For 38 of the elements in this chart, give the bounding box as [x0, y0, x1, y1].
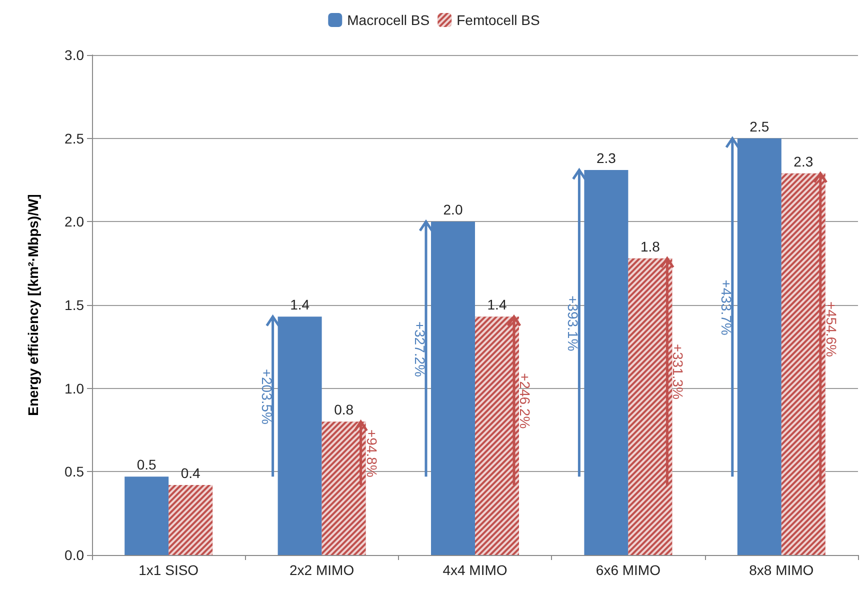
x-tick-label: 1x1 SISO — [138, 562, 199, 578]
legend-label: Femtocell BS — [456, 12, 540, 28]
data-label: 1.4 — [487, 296, 507, 313]
annotation: +327.2% — [412, 321, 428, 378]
bar — [431, 222, 475, 555]
data-label: 2.5 — [750, 118, 770, 134]
bar — [124, 476, 169, 555]
data-label: 1.8 — [640, 238, 660, 254]
data-label: 2.0 — [443, 202, 463, 218]
bar — [737, 138, 782, 555]
y-tick-label: 2.5 — [64, 130, 84, 146]
x-tick-label: 6x6 MIMO — [596, 562, 661, 578]
annotation: +203.5% — [258, 368, 275, 425]
data-label: 1.4 — [290, 296, 310, 313]
y-tick-label: 3.0 — [64, 47, 84, 63]
bar — [584, 170, 628, 555]
y-tick-label: 0.0 — [64, 547, 84, 563]
data-label: 0.8 — [334, 402, 354, 418]
legend-label: Macrocell BS — [347, 12, 430, 28]
data-label: 2.3 — [596, 150, 616, 166]
annotation: +433.7% — [718, 280, 734, 336]
y-tick-label: 0.5 — [64, 464, 84, 480]
annotation: +246.2% — [517, 372, 533, 429]
bar — [278, 316, 322, 555]
data-label: 0.4 — [180, 465, 201, 481]
data-label: 2.3 — [794, 153, 814, 170]
annotation: +393.1% — [565, 295, 582, 352]
annotation: +331.3% — [670, 344, 686, 400]
y-tick-label: 2.0 — [64, 214, 84, 230]
annotation: +94.8% — [364, 429, 380, 478]
x-tick-label: 4x4 MIMO — [442, 562, 508, 578]
x-tick-label: 8x8 MIMO — [749, 562, 814, 578]
y-tick-label: 1.0 — [64, 380, 84, 396]
y-axis-title: Energy efficiency [(km²·Mbps)/W] — [25, 194, 41, 416]
y-tick-label: 1.5 — [64, 297, 84, 313]
x-tick-label: 2x2 MIMO — [290, 562, 354, 578]
data-label: 0.5 — [136, 456, 157, 473]
annotation: +454.6% — [823, 301, 840, 358]
